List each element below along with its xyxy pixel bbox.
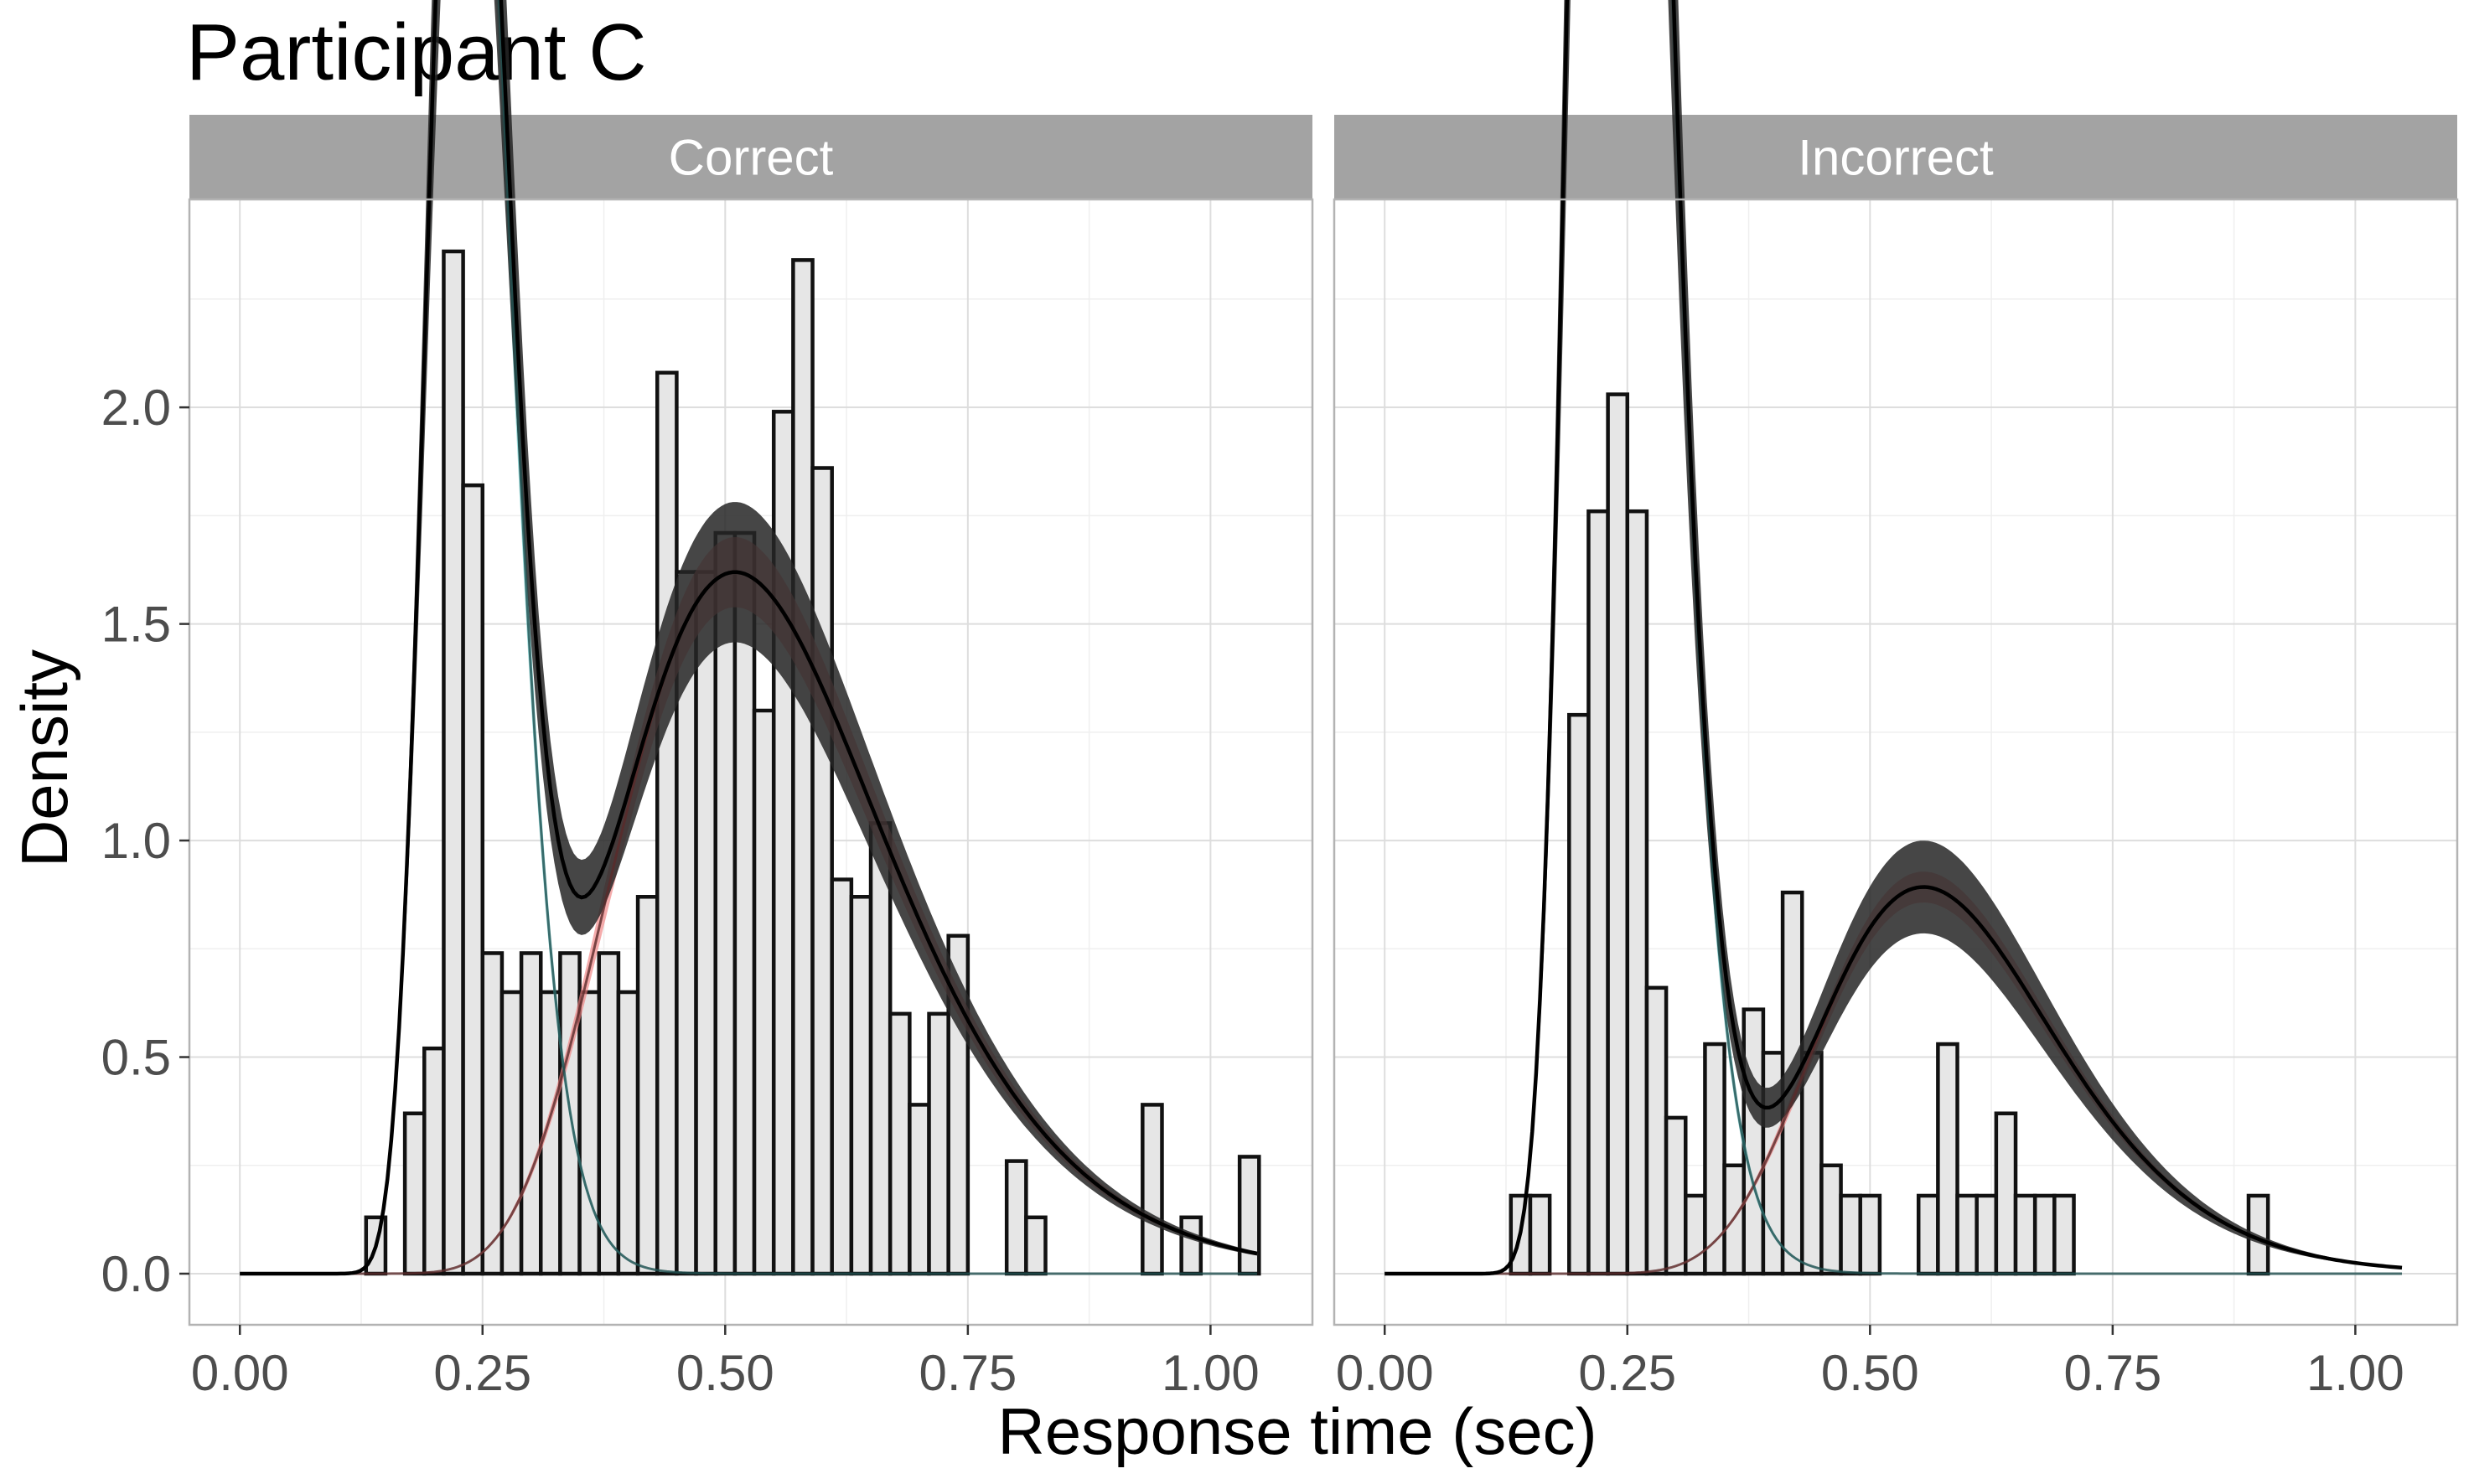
mixture-line [240, 0, 1258, 1276]
histogram-bar [2052, 1193, 2076, 1276]
histogram-bar [868, 821, 893, 1276]
histogram-bar [1606, 392, 1630, 1276]
y-tick-label: 1.5 [101, 597, 171, 653]
panel-incorrect: Incorrect 0.00 0.25 0.50 0.75 1.00 [1333, 0, 2459, 1401]
histogram-bar [1004, 1159, 1028, 1276]
histogram-bar [616, 990, 640, 1276]
panel-border [188, 198, 1314, 1326]
histogram-bar [1567, 712, 1591, 1276]
y-tick-label: 1.0 [101, 813, 171, 869]
x-tick-label: 0.75 [2063, 1345, 2161, 1401]
histogram-bar [927, 1011, 950, 1276]
histogram-bar [422, 1046, 446, 1276]
histogram-bar [1586, 509, 1610, 1276]
histogram-bar [1994, 1111, 2018, 1276]
histogram-bar [597, 951, 621, 1276]
y-tick-label: 2.0 [101, 380, 171, 436]
x-tick-label: 0.25 [433, 1345, 531, 1401]
histogram-bar [461, 483, 485, 1276]
histogram-bar [752, 708, 776, 1276]
histogram-bar [402, 1111, 427, 1276]
histogram-bar [1179, 1215, 1203, 1276]
histogram-bar [480, 951, 505, 1276]
facet-strip [1334, 115, 2457, 199]
histogram-bar [2032, 1193, 2057, 1276]
histogram-bar [1528, 1193, 1552, 1276]
y-tick-label: 0.0 [101, 1246, 171, 1302]
x-tick-label: 1.00 [2306, 1345, 2404, 1401]
histogram-bar [1916, 1193, 1940, 1276]
histogram-bar [499, 990, 524, 1276]
histogram-bar [577, 990, 601, 1276]
histogram-bar [1664, 1115, 1688, 1276]
histogram-bar [442, 249, 465, 1276]
histogram-bar [1858, 1193, 1882, 1276]
y-axis-title: Density [8, 649, 81, 867]
mixture-line [1385, 0, 2403, 1276]
x-tick-label: 0.00 [191, 1345, 289, 1401]
panel-correct: Correct 0.00 0.25 0.50 0.75 1.00 0.0 0.5 1.0 1.5 2… [101, 0, 1314, 1401]
histogram-bar [1839, 1193, 1862, 1276]
mixture-band [240, 0, 1257, 1274]
histogram-bar [1975, 1193, 1999, 1276]
histogram-bar [694, 570, 717, 1276]
facet-label: Correct [669, 130, 834, 186]
histogram-bar [1644, 985, 1669, 1276]
histogram-bar [1936, 1042, 1959, 1276]
histogram-bar [1141, 1103, 1164, 1276]
histogram-bar [1955, 1193, 1979, 1276]
x-tick-label: 0.75 [919, 1345, 1017, 1401]
histogram-bar [2013, 1193, 2037, 1276]
histogram-bar [888, 1011, 912, 1276]
panels: Correct 0.00 0.25 0.50 0.75 1.00 0.0 0.5 1.0 1.5 2… [101, 0, 2459, 1401]
histogram-bar [655, 370, 679, 1276]
facet-label: Incorrect [1798, 130, 1994, 186]
histogram-bar [1703, 1042, 1726, 1276]
histogram-bar [635, 895, 660, 1276]
histogram-bar [849, 895, 873, 1276]
histogram-bar [830, 877, 854, 1276]
histogram-bar [1024, 1215, 1048, 1276]
histogram-bar [1799, 1051, 1824, 1276]
x-tick-label: 0.50 [676, 1345, 774, 1401]
histogram-bar [519, 951, 543, 1276]
x-tick-label: 0.25 [1578, 1345, 1676, 1401]
x-tick-label: 0.50 [1821, 1345, 1919, 1401]
facet-strip [189, 115, 1312, 199]
panel-border [1333, 198, 2459, 1326]
y-tick-label: 0.5 [101, 1030, 171, 1086]
histogram-bar [1819, 1163, 1843, 1276]
x-axis-title: Response time (sec) [997, 1394, 1597, 1468]
histogram-bar [1742, 1007, 1766, 1276]
histogram-bar [791, 258, 815, 1276]
plot-title: Participant C [186, 8, 647, 97]
histogram-bar [1625, 509, 1649, 1276]
histogram-bar [1237, 1155, 1261, 1276]
histogram-bar [908, 1103, 931, 1276]
x-tick-label: 1.00 [1162, 1345, 1260, 1401]
histogram-bar [810, 466, 834, 1276]
x-tick-label: 0.00 [1336, 1345, 1434, 1401]
